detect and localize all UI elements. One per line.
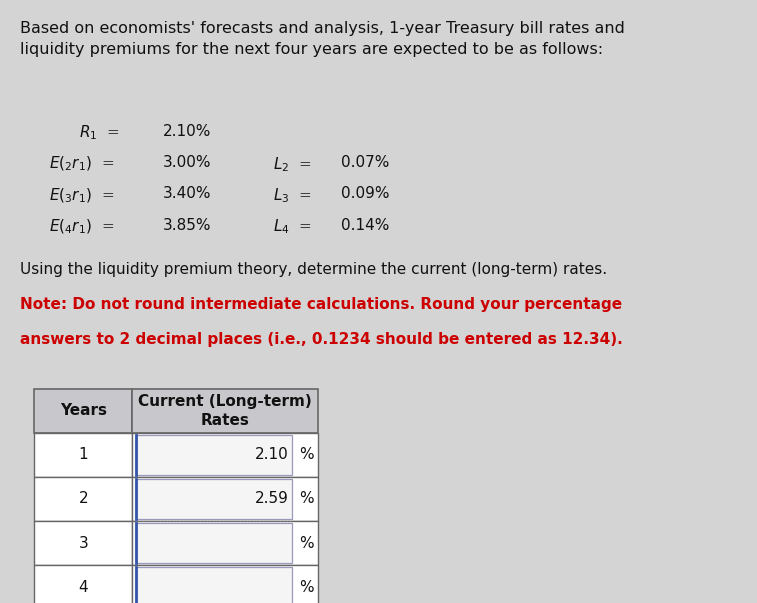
Text: 3: 3 (79, 535, 88, 551)
Bar (34, 389, 132, 433)
Bar (136, 479, 292, 519)
Text: 2.10: 2.10 (254, 447, 288, 463)
Bar (34, 521, 132, 565)
Text: 0.07%: 0.07% (341, 155, 389, 170)
Text: 3.40%: 3.40% (163, 186, 211, 201)
Text: answers to 2 decimal places (i.e., 0.1234 should be entered as 12.34).: answers to 2 decimal places (i.e., 0.123… (20, 332, 623, 347)
Text: %: % (299, 579, 313, 595)
Text: 0.14%: 0.14% (341, 218, 389, 233)
Text: %: % (299, 447, 313, 463)
Text: 2.59: 2.59 (254, 491, 288, 507)
Bar (132, 389, 318, 433)
Bar (136, 523, 292, 563)
Text: $L_2$  =: $L_2$ = (273, 155, 311, 174)
Text: 2.10%: 2.10% (163, 124, 211, 139)
Bar (34, 477, 132, 521)
Bar (136, 567, 292, 603)
Bar (132, 433, 318, 477)
Text: $L_4$  =: $L_4$ = (273, 218, 311, 236)
Bar (132, 477, 318, 521)
Text: $E(_{2}r_{1})$  =: $E(_{2}r_{1})$ = (49, 155, 114, 174)
Text: $E(_{4}r_{1})$  =: $E(_{4}r_{1})$ = (49, 218, 114, 236)
Text: Based on economists' forecasts and analysis, 1-year Treasury bill rates and
liqu: Based on economists' forecasts and analy… (20, 21, 625, 57)
Bar (34, 565, 132, 603)
Text: $L_3$  =: $L_3$ = (273, 186, 311, 205)
Text: Note: Do not round intermediate calculations. Round your percentage: Note: Do not round intermediate calculat… (20, 297, 622, 312)
Text: %: % (299, 535, 313, 551)
Bar (136, 435, 292, 475)
Text: 0.09%: 0.09% (341, 186, 389, 201)
Text: 2: 2 (79, 491, 88, 507)
Text: 3.00%: 3.00% (163, 155, 211, 170)
Text: $R_1$  =: $R_1$ = (79, 124, 120, 142)
Text: Years: Years (60, 403, 107, 418)
Bar (132, 565, 318, 603)
Text: Current (Long-term)
Rates: Current (Long-term) Rates (139, 394, 312, 428)
Bar (132, 521, 318, 565)
Bar (34, 433, 132, 477)
Text: %: % (299, 491, 313, 507)
Text: 4: 4 (79, 579, 88, 595)
Text: 3.85%: 3.85% (163, 218, 211, 233)
Text: Using the liquidity premium theory, determine the current (long-term) rates.: Using the liquidity premium theory, dete… (20, 262, 608, 277)
Text: 1: 1 (79, 447, 88, 463)
Text: $E(_{3}r_{1})$  =: $E(_{3}r_{1})$ = (49, 186, 114, 205)
